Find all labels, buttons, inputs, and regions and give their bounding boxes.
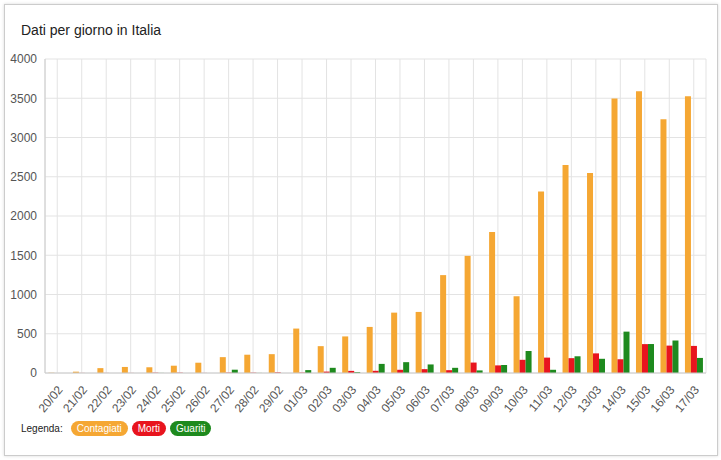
svg-text:17/03: 17/03 xyxy=(672,383,702,415)
html-text:Legenda:: Legenda: xyxy=(21,423,63,434)
svg-text:02/03: 02/03 xyxy=(305,383,335,415)
html-text:Morti: Morti xyxy=(137,423,160,434)
html-text:Dati per giorno in Italia: Dati per giorno in Italia xyxy=(21,22,162,38)
svg-text:08/03: 08/03 xyxy=(452,383,482,415)
svg-text:2000: 2000 xyxy=(10,209,37,223)
svg-text:500: 500 xyxy=(17,327,37,341)
svg-text:27/02: 27/02 xyxy=(207,383,237,415)
svg-text:13/03: 13/03 xyxy=(574,383,604,415)
svg-text:22/02: 22/02 xyxy=(85,383,115,415)
svg-text:10/03: 10/03 xyxy=(501,383,531,415)
svg-text:01/03: 01/03 xyxy=(280,383,310,415)
svg-text:25/02: 25/02 xyxy=(158,383,188,415)
svg-text:14/03: 14/03 xyxy=(599,383,629,415)
svg-text:09/03: 09/03 xyxy=(476,383,506,415)
svg-text:1500: 1500 xyxy=(10,249,37,263)
svg-text:0: 0 xyxy=(30,366,37,380)
svg-text:04/03: 04/03 xyxy=(354,383,384,415)
svg-text:16/03: 16/03 xyxy=(648,383,678,415)
svg-text:03/03: 03/03 xyxy=(329,383,359,415)
svg-text:23/02: 23/02 xyxy=(109,383,139,415)
svg-text:3000: 3000 xyxy=(10,131,37,145)
svg-text:24/02: 24/02 xyxy=(134,383,164,415)
svg-text:4000: 4000 xyxy=(10,52,37,66)
svg-text:12/03: 12/03 xyxy=(550,383,580,415)
svg-text:3500: 3500 xyxy=(10,92,37,106)
svg-text:07/03: 07/03 xyxy=(427,383,457,415)
svg-text:21/02: 21/02 xyxy=(60,383,90,415)
html-text:Guariti: Guariti xyxy=(176,423,206,434)
svg-text:1000: 1000 xyxy=(10,288,37,302)
svg-text:20/02: 20/02 xyxy=(36,383,66,415)
svg-text:11/03: 11/03 xyxy=(526,383,556,415)
svg-text:28/02: 28/02 xyxy=(231,383,261,415)
html-text:Contagiati: Contagiati xyxy=(76,423,122,434)
svg-text:05/03: 05/03 xyxy=(378,383,408,415)
svg-text:29/02: 29/02 xyxy=(256,383,286,415)
svg-text:2500: 2500 xyxy=(10,170,37,184)
svg-text:06/03: 06/03 xyxy=(403,383,433,415)
svg-text:26/02: 26/02 xyxy=(183,383,213,415)
svg-text:15/03: 15/03 xyxy=(623,383,653,415)
